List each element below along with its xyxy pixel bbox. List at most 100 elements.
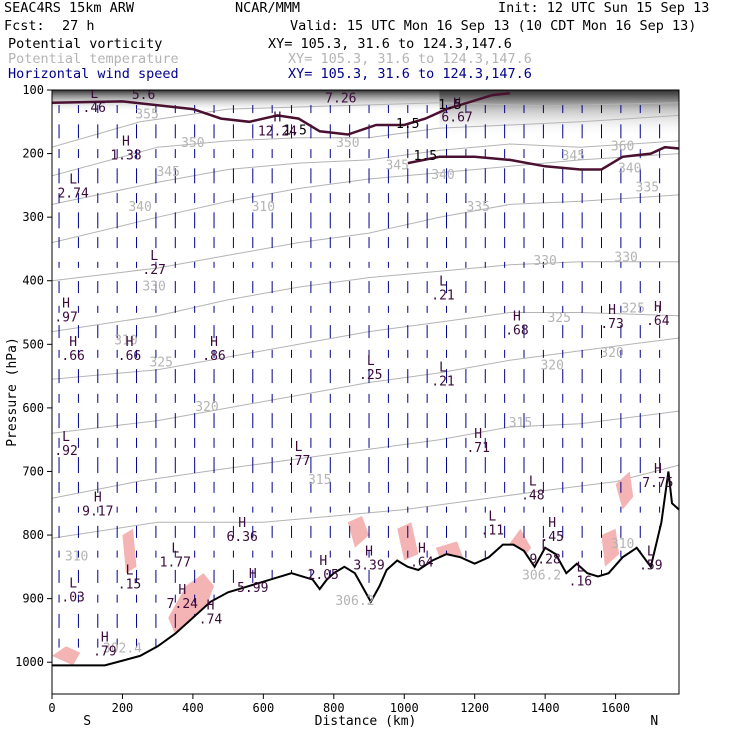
extremum-value: .66	[118, 349, 141, 364]
y-tick-label: 900	[22, 592, 44, 606]
theta-label: 335	[636, 181, 659, 196]
theta-label: 340	[431, 168, 454, 183]
extremum-value: .21	[431, 288, 454, 303]
pv-contour-label: 1.5	[438, 98, 461, 113]
x-tick-label: 1200	[460, 701, 489, 715]
theta-label: 325	[547, 311, 570, 326]
extremum-value: .03	[61, 590, 84, 605]
theta-label: 355	[135, 108, 158, 123]
isentrope-355	[52, 102, 679, 148]
extremum-marker: H	[210, 335, 218, 350]
theta-label: 345	[385, 158, 408, 173]
extremum-value: 7.24	[167, 597, 198, 612]
valid-label: Valid: 15 UTC Mon 16 Sep 13 (10 CDT Mon …	[290, 18, 697, 34]
extremum-value: .59	[639, 559, 662, 574]
extremum-value: .86	[202, 349, 225, 364]
pv-contour-label: 1.5	[414, 149, 437, 164]
extremum-value: .79	[93, 644, 116, 659]
pv-contour-label: 1.5	[396, 117, 419, 132]
terrain-mask	[52, 471, 679, 694]
pv-fill-8	[397, 522, 419, 561]
extremum-marker: L	[337, 77, 345, 92]
extremum-value: .97	[54, 311, 77, 326]
x-tick-label: 1600	[601, 701, 630, 715]
theta-label: 360	[611, 139, 634, 154]
pv-fill-2	[122, 528, 137, 574]
extremum-marker: H	[365, 545, 373, 560]
y-tick-label: 1000	[15, 655, 44, 669]
plot-frame	[51, 89, 680, 695]
y-tick-label: 800	[22, 528, 44, 542]
extremum-marker: L	[69, 576, 77, 591]
theta-label: 320	[540, 359, 563, 374]
theta-label: 350	[181, 136, 204, 151]
theta-label: 350	[336, 136, 359, 151]
pv-fill-1	[168, 573, 214, 644]
y-tick-label: 300	[22, 210, 44, 224]
extremum-value: 6.36	[227, 530, 258, 545]
theta-label: 315	[509, 416, 532, 431]
extremum-marker: H	[101, 630, 109, 645]
isentrope-340	[52, 153, 679, 244]
extremum-marker: H	[140, 74, 148, 89]
extremum-marker: H	[126, 335, 134, 350]
y-tick-label: 400	[22, 274, 44, 288]
extremum-marker: L	[439, 360, 447, 375]
extremum-marker: H	[274, 110, 282, 125]
theta-label: 310	[611, 537, 634, 552]
theta-label: 320	[600, 346, 623, 361]
extremum-value: 5.6	[132, 88, 155, 103]
pv-contour-right	[407, 145, 679, 171]
extremum-marker: H	[207, 599, 215, 614]
extremum-value: .25	[359, 368, 382, 383]
extremum-value: .21	[431, 374, 454, 389]
extremum-value: .64	[410, 555, 434, 570]
center-label: NCAR/MMM	[235, 0, 301, 16]
field-theta-name: Potential temperature	[8, 51, 179, 67]
extremum-value: 3.39	[353, 559, 384, 574]
extremum-value: 9.28	[529, 552, 560, 567]
extremum-marker: H	[654, 300, 662, 315]
extremum-value: .77	[287, 454, 310, 469]
y-tick-label: 700	[22, 464, 44, 478]
extremum-value: .66	[61, 349, 84, 364]
extremum-value: 12.24	[258, 124, 297, 139]
theta-label: 310	[65, 549, 88, 564]
extremum-marker: H	[238, 516, 246, 531]
theta-label: 335	[466, 200, 489, 215]
field-pv-name: Potential vorticity	[8, 36, 163, 52]
y-tick-label: 200	[22, 147, 44, 161]
extremum-marker: L	[90, 87, 98, 102]
theta-label: 340	[618, 162, 641, 177]
extremum-marker: L	[367, 354, 375, 369]
init-label: Init: 12 UTC Sun 15 Sep 13	[498, 0, 710, 16]
extremum-marker: L	[647, 545, 655, 560]
extremum-marker: H	[178, 583, 186, 598]
x-tick-label: 0	[48, 701, 55, 715]
extremum-value: 2.05	[308, 568, 339, 583]
extremum-marker: L	[62, 430, 70, 445]
extremum-marker: L	[295, 440, 303, 455]
extremum-value: .11	[481, 524, 504, 539]
extremum-marker: L	[529, 475, 537, 490]
extremum-value: .15	[118, 578, 141, 593]
theta-label: 306.2	[335, 594, 374, 609]
theta-label: 310	[252, 200, 275, 215]
isentrope-310	[52, 464, 679, 539]
pv-fill-7	[347, 516, 369, 548]
field-wind-xy: XY= 105.3, 31.6 to 124.3,147.6	[288, 66, 532, 82]
theta-label: 330	[142, 279, 165, 294]
extremum-marker: L	[439, 274, 447, 289]
extremum-value: .46	[83, 101, 106, 116]
terrain-line	[52, 471, 679, 667]
extremum-value: 5.99	[237, 581, 268, 596]
extremum-value: .64	[646, 314, 670, 329]
extremum-marker: H	[608, 303, 616, 318]
extremum-value: 2.74	[57, 187, 88, 202]
isentrope-330	[52, 261, 679, 333]
endpoint-right-label: N	[650, 714, 658, 729]
extremum-value: .27	[142, 263, 165, 278]
extremum-marker: L	[488, 510, 496, 525]
extremum-value: .73	[600, 317, 623, 332]
